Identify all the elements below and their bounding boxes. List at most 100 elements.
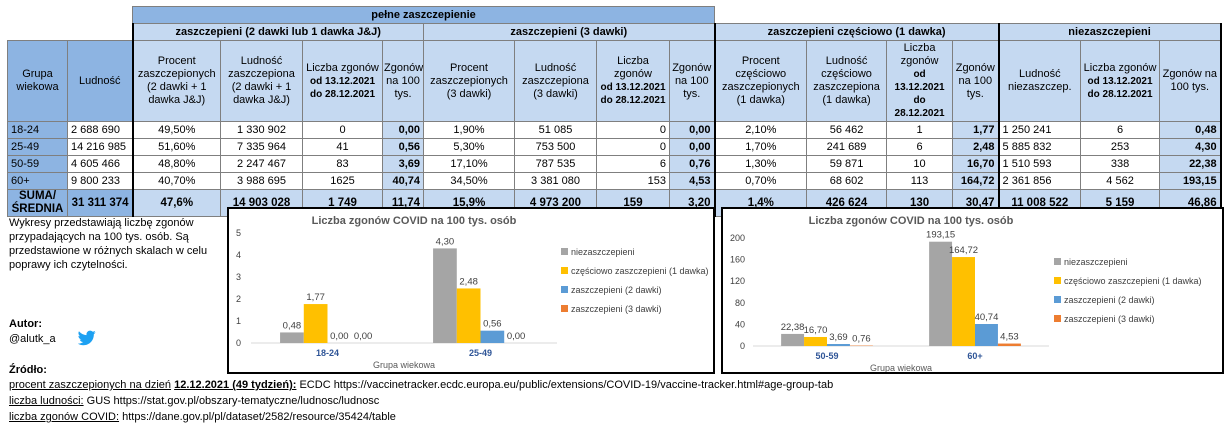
author-handle[interactable]: @alutk_a [9,333,56,345]
cell-g2-pop: 2 247 467 [220,155,303,173]
bar-1-1 [952,257,975,346]
data-label: 0,76 [852,334,871,345]
cell-g2-pct: 40,70% [131,172,221,190]
source-deaths-label: liczba zgonów COVID: [9,411,120,423]
col-g1-pct: Procent częściowo zaszczepionych (1 dawk… [713,40,808,122]
legend-label: zaszczepieni (2 dawki) [1064,295,1155,305]
col-g2-pop: Ludność zaszczepiona (2 dawki + 1 dawka … [220,40,303,122]
cell-g3-deaths: 6 [596,155,670,173]
y-tick-label: 200 [730,233,745,243]
y-tick-label: 5 [236,228,241,238]
cell-g2-per100k: 40,74 [382,172,424,190]
data-label: 0,56 [483,319,502,330]
chart-old-svg: Liczba zgonów COVID na 100 tys. osób 0 40 8… [730,215,1202,372]
x-tick-label: 25-49 [469,348,492,358]
cell-g2-deaths: 83 [302,155,383,173]
cell-g3-deaths: 0 [596,121,670,139]
y-tick-label: 0 [740,341,745,351]
legend-swatch [1054,277,1061,284]
cell-g0-per100k: 0,48 [1159,121,1222,139]
col-g2-pct: Procent zaszczepionych (2 dawki + 1 dawk… [131,40,221,122]
cell-g2-pct: 49,50% [131,121,221,139]
source-vacc-url[interactable]: ECDC https://vaccinetracker.ecdc.europa.… [299,379,834,391]
cell-g0-deaths: 6 [1080,121,1161,139]
cell-g3-deaths: 153 [596,172,670,190]
col-g0-deaths-label: Liczba zgonów [1083,61,1157,74]
col-g2-period: od 13.12.2021 do 28.12.2021 [309,75,376,100]
cell-g3-pop: 787 535 [514,155,597,173]
cell-g2-pop: 1 330 902 [220,121,303,139]
bar-1-0 [303,304,328,343]
data-label: 16,70 [804,325,828,336]
cell-g3-pct: 17,10% [423,155,515,173]
x-tick-label: 60+ [967,351,982,361]
y-tick-label: 0 [236,338,241,348]
cell-g1-pct: 1,30% [713,155,808,173]
legend-label: częściowo zaszczepieni (1 dawka) [571,266,709,276]
cell-g2-deaths: 0 [302,121,383,139]
cell-g2-deaths: 1625 [302,172,383,190]
x-axis-title: Grupa wiekowa [870,363,932,372]
source-deaths-url[interactable]: https://dane.gov.pl/pl/dataset/2582/reso… [122,411,396,423]
cell-pop: 4 605 466 [67,155,133,173]
y-tick-label: 120 [730,276,745,286]
cell-g2-per100k: 0,56 [382,138,424,156]
summary-label: SUMA/ ŚREDNIA [7,189,68,217]
cell-g1-pop: 241 689 [806,138,888,156]
legend-swatch [561,286,568,293]
twitter-icon[interactable] [78,330,96,346]
bar-3-1 [997,343,1021,346]
group-header-2-doses: zaszczepieni (2 dawki lub 1 dawka J&J) [131,23,424,41]
bar-0-1 [433,248,457,343]
col-g1-per100k: Zgonów na 100 tys. [952,40,1000,122]
data-label: 0,00 [354,331,373,342]
cell-g0-per100k: 193,15 [1159,172,1222,190]
cell-age: 60+ [7,172,68,190]
col-g1-pop: Ludność częściowo zaszczepiona (1 dawka) [806,40,888,122]
summary-g2-pct: 47,6% [131,189,221,217]
y-tick-label: 3 [236,272,241,282]
cell-g3-pct: 5,30% [423,138,515,156]
source-vacc-label: procent zaszczepionych na dzień [9,379,172,391]
cell-g3-deaths: 0 [596,138,670,156]
legend-swatch [561,248,568,255]
data-label: 3,69 [829,332,848,343]
cell-g1-per100k: 2,48 [952,138,1000,156]
data-label: 193,15 [926,230,955,241]
x-axis-title: Grupa wiekowa [373,360,435,370]
data-label: 0,00 [330,331,349,342]
cell-g1-deaths: 1 [886,121,954,139]
cell-g2-pop: 7 335 964 [220,138,303,156]
cell-g1-deaths: 10 [886,155,954,173]
col-g3-pct: Procent zaszczepionych (3 dawki) [423,40,515,122]
cell-pop: 2 688 690 [67,121,133,139]
y-tick-label: 1 [236,316,241,326]
legend-swatch [561,267,568,274]
col-age: Grupa wiekowa [7,40,68,122]
chart-young: Liczba zgonów COVID na 100 tys. osób 0 1 2 3… [227,207,715,374]
bar-2-0 [827,344,850,346]
group-header-unvaccinated: niezaszczepieni [997,23,1222,41]
cell-g1-pop: 68 602 [806,172,888,190]
table-body: 18-24 2 688 690 49,50% 1 330 902 0 0,00 1,90% 5… [7,121,1222,190]
cell-g0-deaths: 338 [1080,155,1161,173]
source-line-population: liczba ludności: GUS https://stat.gov.pl… [9,395,379,407]
cell-g1-per100k: 164,72 [952,172,1000,190]
col-g3-deaths-label: Liczba zgonów [614,55,652,80]
data-label: 4,53 [1000,332,1019,343]
cell-g3-pct: 34,50% [423,172,515,190]
source-pop-url[interactable]: GUS https://stat.gov.pl/obszary-tematycz… [86,395,380,407]
legend-label: niezaszczepieni [571,247,635,257]
table-row: 18-24 2 688 690 49,50% 1 330 902 0 0,00 1,90% 5… [7,121,1222,139]
data-label: 2,48 [459,276,478,287]
col-g3-deaths: Liczba zgonów od 13.12.2021 do 28.12.2021 [596,40,670,122]
col-g3-pop: Ludność zaszczepiona (3 dawki) [514,40,597,122]
cell-g3-pop: 753 500 [514,138,597,156]
super-header-row: pełne zaszczepienie [7,6,1221,24]
cell-g3-per100k: 0,76 [668,155,716,173]
cell-g1-pct: 2,10% [713,121,808,139]
legend-label: częściowo zaszczepieni (1 dawka) [1064,276,1202,286]
legend-label: zaszczepieni (2 dawki) [571,285,662,295]
cell-g3-pop: 51 085 [514,121,597,139]
legend-swatch [561,305,568,312]
